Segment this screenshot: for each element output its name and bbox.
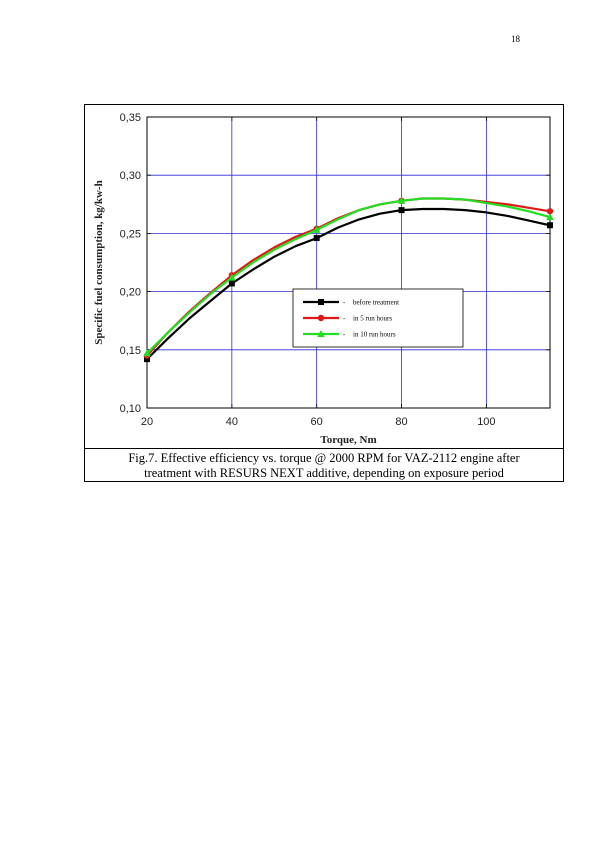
marker-square: [547, 222, 553, 229]
y-tick-label: 0,15: [120, 345, 141, 357]
marker-square: [228, 280, 235, 287]
series: [143, 196, 554, 363]
page-number: 18: [511, 34, 520, 44]
legend-item: - in 10 run hours: [303, 330, 396, 339]
y-axis-ticks: 0,10 0,15 0,20 0,25 0,30 0,35: [120, 112, 550, 415]
figure-frame: 0,10 0,15 0,20 0,25 0,30 0,35 20 40 60 80 100 Tor…: [84, 104, 564, 482]
y-axis-title: Specific fuel consumption, kg/kw-h: [93, 180, 105, 344]
legend-label: in 5 run hours: [353, 315, 392, 323]
caption-line-1: Fig.7. Effective efficiency vs. torque @…: [128, 451, 520, 465]
series-line: [146, 197, 551, 355]
marker-square: [313, 235, 320, 242]
legend-items: - before treatment-in 5 run hours-in 10 r…: [303, 299, 399, 339]
caption-line-2: treatment with RESURS NEXT additive, dep…: [144, 466, 504, 480]
x-axis-ticks: 20 40 60 80 100: [141, 117, 496, 428]
marker-triangle: [312, 225, 321, 233]
legend-dash: -: [343, 331, 346, 339]
y-tick-label: 0,10: [120, 403, 141, 415]
legend-item: - in 5 run hours: [303, 315, 392, 323]
legend: - before treatment-in 5 run hours-in 10 r…: [292, 288, 464, 348]
series-before-treatment: [144, 207, 553, 363]
legend-item: - before treatment: [303, 299, 399, 307]
marker-triangle: [546, 213, 554, 221]
figure-caption: Fig.7. Effective efficiency vs. torque @…: [84, 448, 564, 482]
legend-dash: -: [343, 299, 346, 307]
legend-label: before treatment: [353, 299, 399, 307]
marker-circle: [317, 314, 325, 322]
marker-triangle: [317, 330, 325, 337]
legend-label: in 10 run hours: [353, 331, 396, 339]
series-in-10-run-hours: [143, 196, 554, 357]
grid: [147, 117, 550, 408]
series-line: [146, 207, 551, 360]
x-tick-label: 60: [311, 416, 323, 428]
marker-triangle: [228, 273, 236, 281]
y-tick-label: 0,25: [120, 228, 141, 240]
x-tick-label: 80: [395, 416, 407, 428]
x-axis-title: Torque, Nm: [320, 434, 376, 446]
x-tick-label: 100: [477, 416, 495, 428]
marker-triangle: [397, 196, 406, 204]
legend-dash: -: [343, 315, 346, 323]
plot-area: [146, 116, 551, 409]
chart: 0,10 0,15 0,20 0,25 0,30 0,35 20 40 60 80 100 Tor…: [93, 112, 554, 446]
marker-square: [318, 299, 324, 305]
marker-square: [144, 356, 150, 363]
y-tick-label: 0,20: [120, 287, 141, 299]
marker-triangle: [143, 349, 151, 357]
y-tick-label: 0,30: [120, 170, 141, 182]
y-tick-label: 0,35: [120, 112, 141, 124]
x-tick-label: 20: [141, 416, 153, 428]
x-tick-label: 40: [226, 416, 238, 428]
marker-circle: [546, 208, 554, 215]
marker-square: [398, 207, 405, 214]
